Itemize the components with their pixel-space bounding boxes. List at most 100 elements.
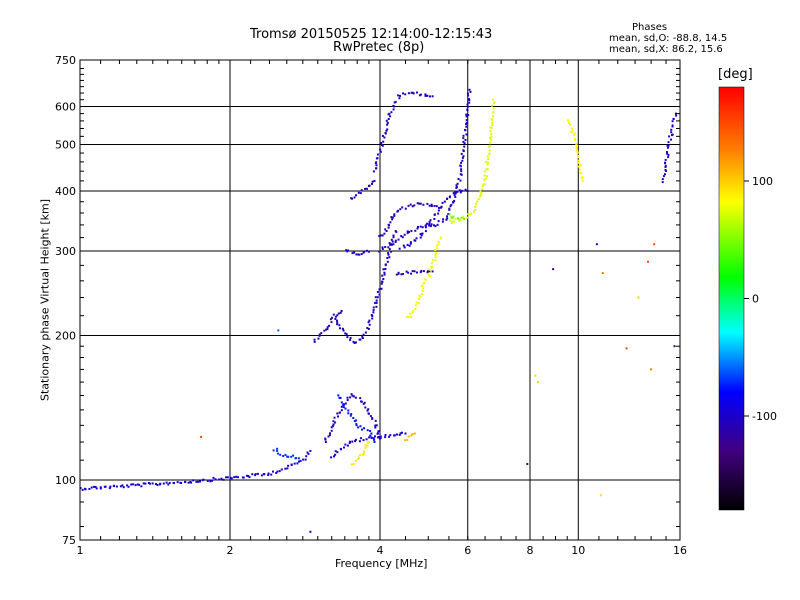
echo-point (287, 464, 290, 467)
echo-point (595, 243, 598, 246)
echo-point (360, 400, 363, 403)
echo-point (381, 280, 384, 283)
echo-point (343, 446, 345, 449)
echo-point (451, 221, 453, 223)
echo-point (242, 476, 245, 479)
echo-point (430, 223, 433, 226)
echo-point (428, 270, 431, 273)
echo-point (428, 204, 431, 207)
echo-point (486, 155, 489, 158)
echo-point (435, 205, 438, 208)
echo-point (453, 220, 456, 223)
echo-point (468, 99, 471, 102)
echo-point (339, 311, 342, 314)
echo-point (485, 168, 488, 171)
echo-point (349, 338, 352, 341)
echo-point (200, 435, 203, 438)
echo-point (248, 476, 251, 479)
echo-point (666, 151, 668, 153)
echo-point (279, 453, 282, 456)
echo-point (448, 208, 451, 211)
echo-point (433, 213, 436, 216)
echo-point (222, 478, 225, 481)
echo-point (403, 246, 406, 249)
echo-point (430, 265, 433, 268)
y-tick-label: 600 (55, 101, 76, 114)
echo-point (342, 404, 345, 406)
echo-point (405, 270, 408, 273)
echo-point (576, 149, 579, 152)
x-tick-label: 10 (571, 544, 585, 557)
echo-point (424, 278, 427, 281)
echo-point (428, 224, 430, 227)
echo-point (534, 374, 537, 377)
echo-point (334, 315, 337, 318)
echo-point (625, 347, 628, 350)
echo-point (581, 179, 584, 182)
chart-title: Tromsø 20150525 12:14:00-12:15:43 (250, 27, 493, 42)
echo-point (376, 153, 379, 156)
echo-point (384, 246, 387, 248)
echo-point (410, 230, 413, 233)
echo-point (435, 252, 437, 255)
echo-point (434, 256, 437, 259)
echo-point (418, 297, 421, 300)
x-tick-label: 2 (227, 544, 234, 557)
echo-point (328, 434, 331, 437)
echo-point (350, 463, 353, 466)
echo-point (420, 234, 423, 237)
x-tick-label: 6 (464, 544, 471, 557)
echo-point (380, 282, 383, 285)
echo-point (326, 326, 329, 329)
echo-point (307, 452, 310, 455)
echo-point (579, 172, 582, 175)
y-tick-label: 100 (55, 474, 76, 487)
echo-point (384, 263, 387, 266)
echo-point (571, 127, 573, 130)
echo-point (375, 305, 378, 308)
echo-point (398, 97, 401, 100)
echo-point (421, 293, 424, 296)
echo-point (284, 453, 287, 456)
echo-point (379, 150, 382, 153)
echo-point (331, 316, 334, 319)
echo-point (664, 173, 666, 176)
x-tick-label: 4 (377, 544, 384, 557)
echo-point (340, 448, 342, 451)
echo-point (417, 225, 419, 228)
echo-point (388, 248, 391, 251)
echo-point (408, 244, 411, 247)
echo-point (474, 209, 477, 211)
echo-point (340, 409, 343, 412)
echo-point (324, 441, 327, 443)
echo-point (407, 316, 410, 319)
echo-point (492, 107, 495, 110)
echo-point (350, 393, 353, 396)
echo-point (412, 309, 415, 312)
echo-point (467, 98, 470, 100)
echo-point (437, 212, 440, 215)
echo-point (329, 318, 332, 321)
echo-point (422, 270, 425, 273)
echo-point (439, 237, 442, 240)
echo-point (344, 402, 347, 405)
echo-point (393, 213, 396, 216)
echo-point (380, 287, 383, 290)
echo-point (393, 434, 396, 437)
echo-point (366, 445, 369, 448)
echo-point (577, 154, 579, 157)
echo-point (372, 437, 375, 440)
echo-point (176, 481, 179, 484)
echo-point (573, 132, 576, 135)
echo-point (479, 194, 482, 196)
echo-point (671, 120, 674, 123)
echo-point (218, 478, 220, 481)
echo-point (371, 180, 374, 183)
echo-point (487, 161, 490, 164)
echo-point (334, 421, 337, 424)
echo-point (351, 197, 353, 200)
echo-point (387, 246, 390, 249)
echo-point (366, 249, 368, 252)
echo-point (93, 485, 95, 488)
echo-point (214, 478, 217, 481)
